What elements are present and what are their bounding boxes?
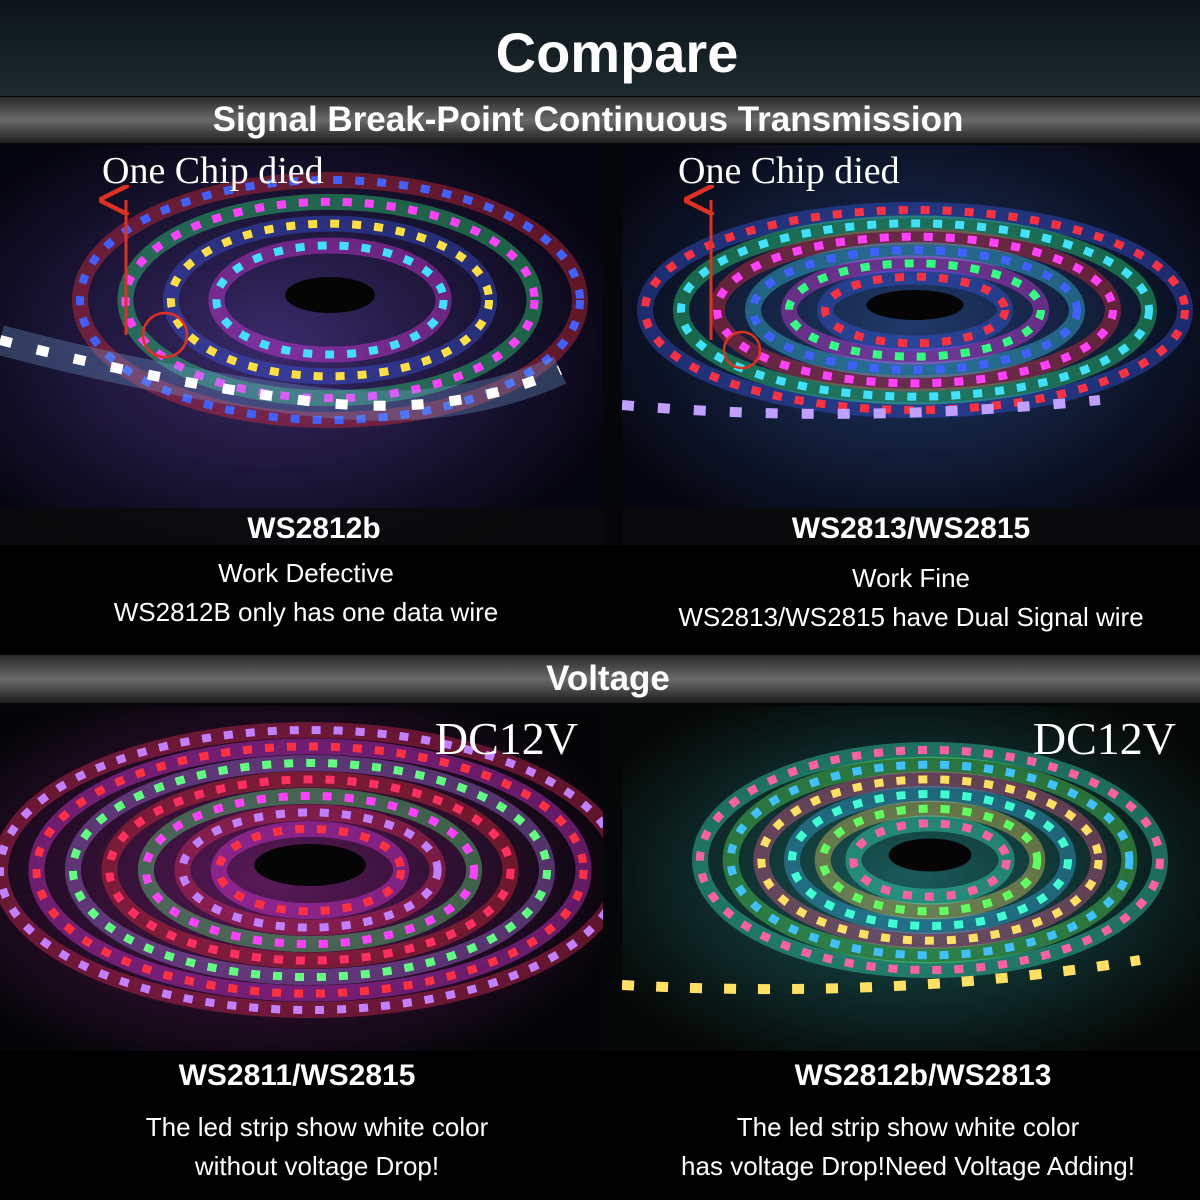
led-strip [32,742,588,998]
description-line: has voltage Drop!Need Voltage Adding! [681,1151,1135,1181]
led-strip [726,760,1134,960]
label-bar [0,508,603,545]
led-strip [749,246,1081,374]
led-strip [178,808,442,932]
model-label: WS2811/WS2815 [179,1059,416,1092]
highlight-circle [141,311,189,359]
title-band [0,0,1200,96]
model-label: WS2812b/WS2813 [795,1059,1052,1092]
section-heading: Signal Break-Point Continuous Transmissi… [213,100,964,139]
led-strip [0,335,563,411]
section-bar [0,655,1200,703]
description-line: Work Fine [852,563,970,593]
description-line: WS2813/WS2815 have Dual Signal wire [678,602,1143,632]
annotation: One Chip died [102,150,324,192]
model-label: WS2812b [247,512,380,545]
annotation: One Chip died [678,150,900,192]
section-bar [0,97,1200,143]
led-strip [821,272,1009,348]
label-bar [622,508,1200,545]
led-strip [866,290,964,320]
model-label: WS2813/WS2815 [792,512,1030,545]
annotation: DC12V [1033,713,1176,764]
description-line: without voltage Drop! [194,1151,439,1181]
led-strip [788,790,1072,930]
highlight-circle [722,330,762,370]
description-line: The led strip show white color [146,1112,489,1142]
led-strip [849,819,1011,901]
description-line: The led strip show white color [737,1112,1080,1142]
led-strip [888,838,972,872]
led-strip [785,259,1045,361]
description-area [0,1051,1200,1200]
led-strip [818,804,1042,916]
led-strip [0,722,603,1018]
photo [622,706,1200,1051]
led-strip [696,746,1164,974]
led-strip [285,277,375,313]
led-strip [166,219,494,381]
description-line: WS2812B only has one data wire [114,597,498,627]
photo-area [0,145,1200,1051]
annotation: DC12V [435,713,578,764]
led-strip [76,176,584,424]
title: Compare [496,21,739,84]
led-strip [141,791,479,949]
led-strip [214,824,406,916]
led-strip [757,775,1103,945]
description-area [0,545,1200,653]
description-line: Work Defective [218,558,394,588]
led-strip [677,219,1153,401]
led-strip [212,241,448,359]
led-strip [622,955,1141,995]
led-strip [68,758,552,982]
led-strip [105,775,515,965]
led-strip [641,206,1189,414]
led-strip [254,844,366,886]
section-heading: Voltage [546,659,670,698]
photo [622,145,1200,545]
led-strip [713,232,1117,388]
